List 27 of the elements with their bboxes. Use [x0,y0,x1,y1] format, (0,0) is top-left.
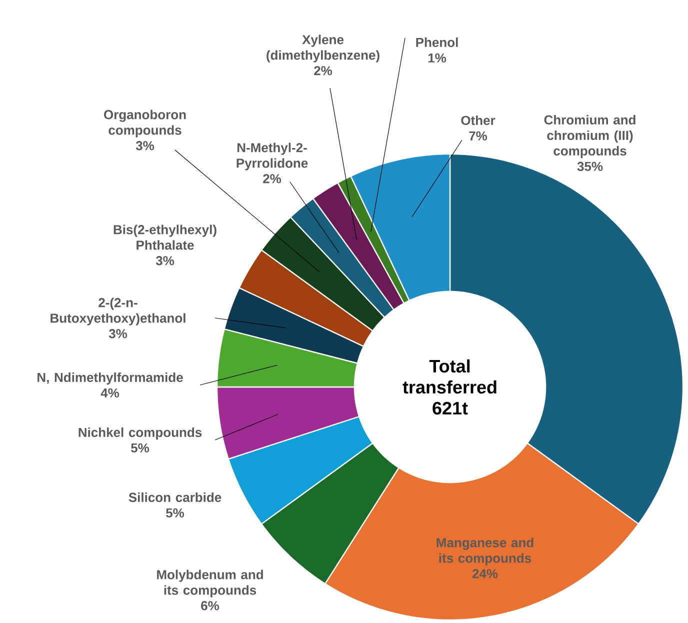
slice-label: Manganese and its compounds [436,538,534,566]
data-label: 1% [428,53,446,62]
slice-label: Organoboron compounds [104,110,186,138]
slice-label: Nichkel compounds [78,427,202,440]
data-label: 4% [100,388,120,398]
data-label: 2% [314,66,332,76]
slice-label: Phenol [416,37,458,48]
slice-label: 2-(2-n-Butoxyethoxy)ethanol [50,298,186,326]
data-label: 5% [166,508,184,518]
data-label: 35% [577,162,603,172]
slice-label: Silicon carbide [128,492,222,502]
slice-label: Chromium and chromium (III) compounds [544,114,636,158]
slice-label: Bis(2-ethylhexyl) Phthalate [114,224,216,250]
data-label: 2% [263,174,282,184]
data-label: 24% [472,569,498,578]
text: Total transferred 621t [402,359,496,415]
slice-label: Xylene (dimethylbenzene) [266,34,380,62]
data-label: 3% [136,141,154,150]
slice-label: Other [461,115,496,126]
slice-label: N-Methyl-2-Pyrrolidone [236,142,308,170]
data-label: 3% [156,256,174,266]
data-label: 7% [469,131,488,140]
data-label: 6% [201,601,220,610]
data-label: 5% [131,443,150,453]
data-label: 3% [108,329,128,338]
slice-label: Molybdenum and its compounds [157,570,263,598]
slice-label: N, Ndimethylformamide [38,372,183,385]
